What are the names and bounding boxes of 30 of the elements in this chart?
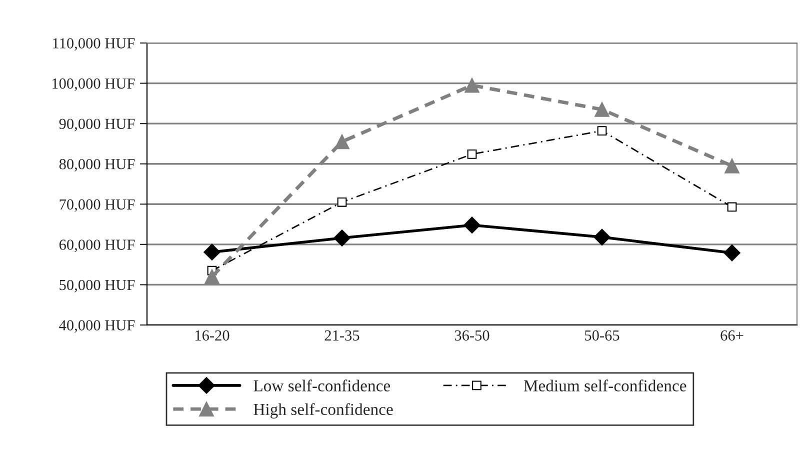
point xyxy=(337,197,347,207)
legend-label: Low self-confidence xyxy=(254,380,390,392)
point xyxy=(464,216,480,234)
x-tick-label: 16-20 xyxy=(196,330,230,341)
y-tick-label: 60,000 HUF xyxy=(59,240,135,252)
point xyxy=(464,78,480,93)
x-tick-label: 36-50 xyxy=(454,330,490,341)
point xyxy=(204,269,220,284)
y-tick-label: 80,000 HUF xyxy=(59,159,135,172)
point xyxy=(467,150,477,159)
legend-label: Medium self-confidence xyxy=(524,380,686,392)
x-tick-label: 21-35 xyxy=(324,330,360,341)
legend-label: High self-confidence xyxy=(254,403,393,418)
y-tick-label: 90,000 HUF xyxy=(59,118,135,132)
point xyxy=(724,158,740,174)
point xyxy=(334,230,350,246)
y-tick-label: 50,000 HUF xyxy=(60,280,135,292)
y-tick-label: 110,000 HUF xyxy=(53,38,135,51)
point xyxy=(204,244,220,260)
x-tick-label: 50-65 xyxy=(585,330,620,341)
y-tick-label: 70,000 HUF xyxy=(60,199,135,212)
x-tick-label: 66+ xyxy=(720,330,744,341)
point xyxy=(594,102,610,117)
y-tick-label: 40,000 HUF xyxy=(59,320,135,333)
point xyxy=(334,134,350,150)
point xyxy=(724,244,740,262)
y-tick-label: 100,000 HUF xyxy=(52,78,135,91)
point xyxy=(594,228,610,246)
point xyxy=(597,126,607,136)
point xyxy=(727,202,737,212)
